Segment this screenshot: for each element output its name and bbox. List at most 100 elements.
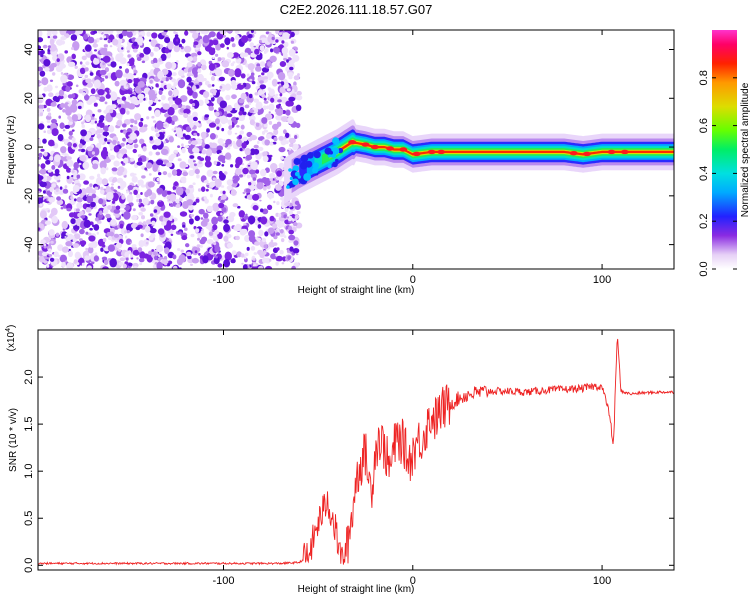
noise-speck bbox=[109, 258, 117, 268]
noise-speck bbox=[177, 158, 182, 162]
noise-speck bbox=[83, 219, 91, 228]
noise-speck bbox=[38, 30, 43, 37]
noise-speck bbox=[226, 30, 233, 33]
noise-speck bbox=[273, 129, 279, 136]
noise-speck bbox=[138, 121, 144, 128]
noise-speck bbox=[138, 211, 144, 216]
noise-speck bbox=[75, 84, 79, 88]
noise-speck bbox=[224, 251, 232, 261]
noise-speck bbox=[93, 255, 99, 262]
noise-speck bbox=[155, 120, 164, 130]
noise-speck bbox=[60, 102, 65, 109]
noise-speck bbox=[183, 113, 189, 119]
noise-speck bbox=[99, 122, 105, 128]
noise-speck bbox=[241, 142, 247, 149]
noise-speck bbox=[66, 207, 72, 212]
noise-speck bbox=[64, 236, 67, 238]
noise-speck bbox=[81, 55, 87, 61]
noise-speck bbox=[191, 85, 197, 92]
noise-speck bbox=[187, 115, 195, 124]
noise-speck bbox=[214, 187, 219, 191]
noise-speck bbox=[261, 130, 266, 135]
noise-speck bbox=[205, 155, 211, 163]
noise-speck bbox=[248, 234, 256, 243]
noise-speck bbox=[186, 86, 191, 90]
noise-speck bbox=[191, 106, 195, 110]
noise-speck bbox=[158, 99, 161, 102]
noise-speck bbox=[56, 39, 64, 46]
noise-speck bbox=[136, 198, 140, 203]
y-tick-label: 20 bbox=[23, 92, 35, 104]
ridge-blob bbox=[300, 154, 309, 163]
noise-speck bbox=[128, 134, 131, 137]
y-tick-label: 0.0 bbox=[23, 558, 35, 573]
noise-speck bbox=[245, 213, 248, 217]
noise-speck bbox=[185, 145, 189, 149]
noise-speck bbox=[289, 59, 296, 64]
noise-speck bbox=[38, 156, 41, 160]
noise-speck bbox=[138, 240, 145, 248]
noise-speck bbox=[103, 208, 109, 214]
noise-speck bbox=[249, 78, 253, 82]
noise-speck bbox=[121, 47, 124, 50]
noise-speck bbox=[182, 224, 186, 228]
noise-speck bbox=[122, 73, 129, 78]
noise-speck bbox=[51, 118, 57, 124]
noise-speck bbox=[208, 48, 216, 56]
noise-speck bbox=[197, 237, 200, 241]
noise-speck bbox=[226, 113, 233, 118]
noise-speck bbox=[65, 241, 73, 247]
noise-speck bbox=[124, 101, 131, 109]
noise-speck bbox=[99, 160, 107, 170]
noise-speck bbox=[81, 64, 86, 69]
noise-speck bbox=[208, 39, 214, 46]
noise-speck bbox=[220, 57, 226, 61]
noise-speck bbox=[220, 199, 226, 204]
ridge-blob bbox=[286, 185, 290, 189]
y-tick-label: 0.5 bbox=[23, 511, 35, 526]
noise-speck bbox=[72, 181, 75, 185]
noise-speck bbox=[173, 44, 181, 53]
noise-speck bbox=[288, 210, 293, 216]
noise-speck bbox=[92, 113, 95, 117]
ridge-blob bbox=[313, 151, 321, 159]
noise-speck bbox=[217, 155, 226, 162]
noise-speck bbox=[100, 247, 104, 252]
noise-speck bbox=[270, 253, 277, 260]
noise-speck bbox=[268, 111, 271, 114]
noise-speck bbox=[142, 221, 147, 225]
noise-speck bbox=[133, 143, 139, 149]
noise-speck bbox=[281, 40, 285, 44]
ridge-peak bbox=[361, 142, 370, 147]
noise-speck bbox=[220, 212, 223, 216]
noise-speck bbox=[66, 262, 74, 269]
noise-speck bbox=[218, 170, 223, 176]
ridge-blob bbox=[303, 173, 311, 181]
noise-speck bbox=[67, 115, 71, 120]
noise-speck bbox=[117, 185, 121, 189]
noise-speck bbox=[242, 191, 246, 195]
noise-speck bbox=[171, 115, 178, 122]
noise-speck bbox=[152, 144, 158, 150]
noise-speck bbox=[272, 123, 279, 130]
noise-speck bbox=[92, 58, 100, 65]
noise-speck bbox=[189, 155, 195, 159]
noise-speck bbox=[93, 79, 101, 89]
noise-speck bbox=[113, 160, 120, 167]
noise-speck bbox=[185, 126, 192, 133]
noise-speck bbox=[257, 249, 263, 256]
noise-speck bbox=[279, 229, 284, 234]
noise-speck bbox=[99, 47, 108, 56]
noise-speck bbox=[145, 241, 149, 245]
noise-speck bbox=[249, 42, 254, 48]
noise-speck bbox=[119, 66, 122, 69]
noise-speck bbox=[98, 198, 104, 205]
noise-speck bbox=[56, 196, 62, 201]
noise-speck bbox=[262, 208, 269, 215]
noise-speck bbox=[87, 232, 92, 236]
noise-speck bbox=[239, 174, 243, 178]
noise-speck bbox=[146, 116, 150, 120]
noise-speck bbox=[53, 251, 59, 258]
noise-speck bbox=[138, 41, 143, 46]
noise-speck bbox=[85, 207, 92, 213]
